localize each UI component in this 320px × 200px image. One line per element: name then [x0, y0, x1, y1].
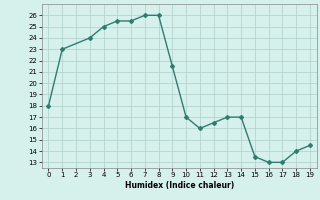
X-axis label: Humidex (Indice chaleur): Humidex (Indice chaleur) — [124, 181, 234, 190]
